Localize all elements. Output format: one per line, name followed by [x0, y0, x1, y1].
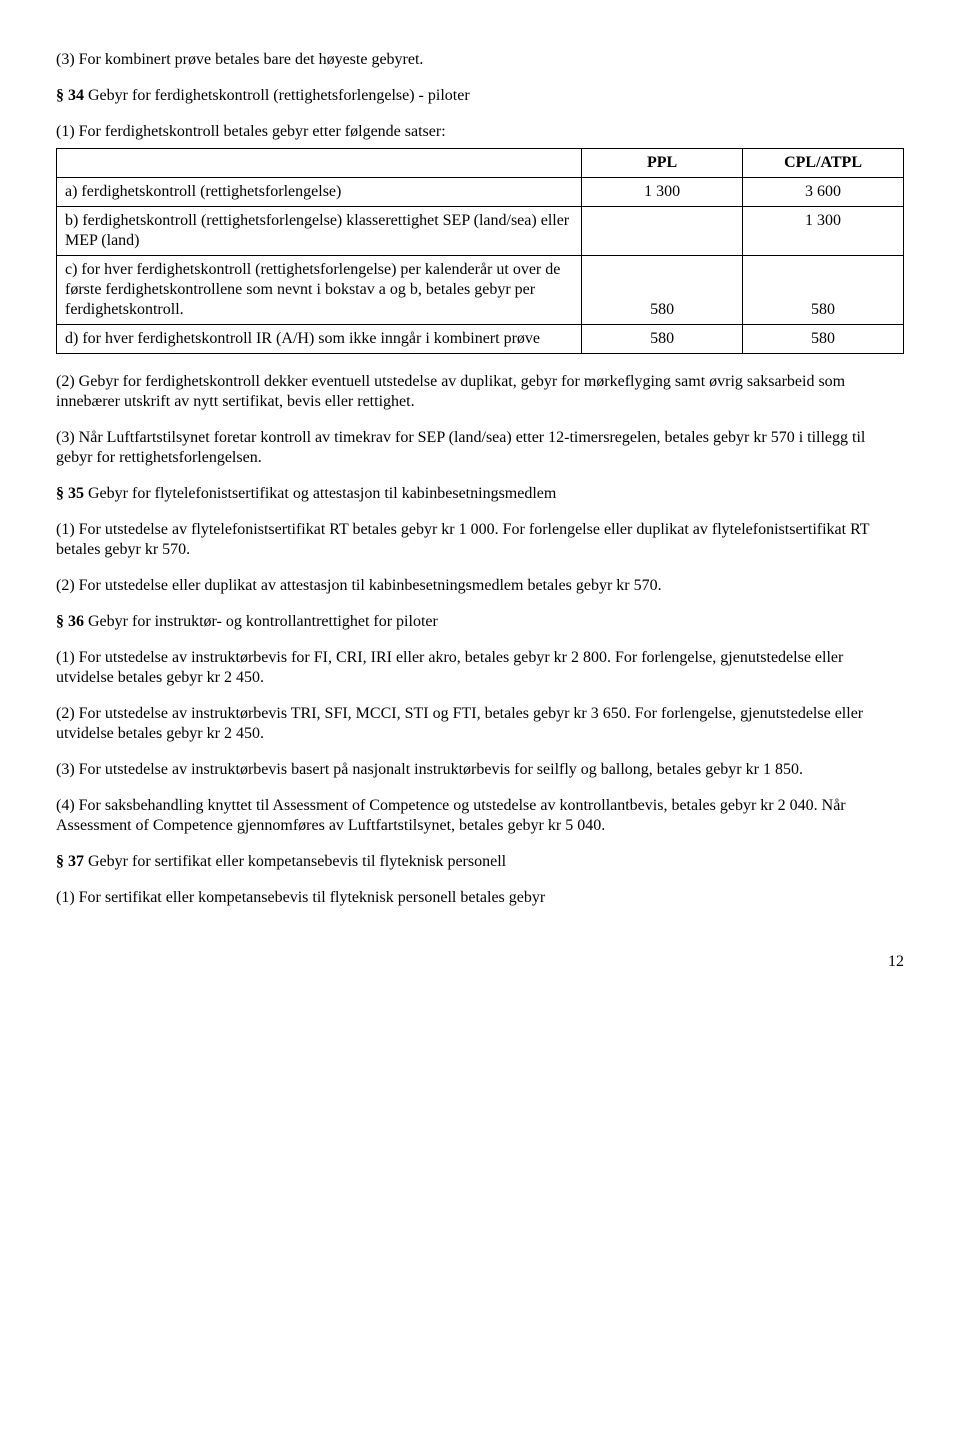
table-row: c) for hver ferdighetskontroll (rettighe…: [57, 256, 904, 325]
s35-p1: (1) For utstedelse av flytelefonistserti…: [56, 520, 904, 560]
s37-heading: § 37 Gebyr for sertifikat eller kompetan…: [56, 852, 904, 872]
s36-p4: (4) For saksbehandling knyttet til Asses…: [56, 796, 904, 836]
table-header-ppl: PPL: [582, 149, 743, 178]
table-cell-label: d) for hver ferdighetskontroll IR (A/H) …: [57, 325, 582, 354]
s36-p2: (2) For utstedelse av instruktørbevis TR…: [56, 704, 904, 744]
s35-heading-rest: Gebyr for flytelefonistsertifikat og att…: [84, 485, 556, 502]
s34-p3: (3) Når Luftfartstilsynet foretar kontro…: [56, 428, 904, 468]
table-header-cpl: CPL/ATPL: [743, 149, 904, 178]
table-cell-cpl: 3 600: [743, 178, 904, 207]
table-row: a) ferdighetskontroll (rettighetsforleng…: [57, 178, 904, 207]
table-cell-ppl: 1 300: [582, 178, 743, 207]
s34-heading-rest: Gebyr for ferdighetskontroll (rettighets…: [84, 87, 470, 104]
s35-heading-prefix: § 35: [56, 485, 84, 502]
s37-heading-prefix: § 37: [56, 853, 84, 870]
table-cell-ppl: 580: [582, 256, 743, 325]
s35-p2: (2) For utstedelse eller duplikat av att…: [56, 576, 904, 596]
table-cell-cpl: 580: [743, 256, 904, 325]
s36-heading: § 36 Gebyr for instruktør- og kontrollan…: [56, 612, 904, 632]
table-row: d) for hver ferdighetskontroll IR (A/H) …: [57, 325, 904, 354]
table-header-empty: [57, 149, 582, 178]
s37-p1: (1) For sertifikat eller kompetansebevis…: [56, 888, 904, 908]
s34-lead: (1) For ferdighetskontroll betales gebyr…: [56, 122, 904, 142]
s36-heading-prefix: § 36: [56, 613, 84, 630]
table-cell-cpl: 580: [743, 325, 904, 354]
table-cell-label: b) ferdighetskontroll (rettighetsforleng…: [57, 207, 582, 256]
page-number: 12: [56, 952, 904, 972]
table-cell-label: c) for hver ferdighetskontroll (rettighe…: [57, 256, 582, 325]
s36-heading-rest: Gebyr for instruktør- og kontrollantrett…: [84, 613, 438, 630]
table-cell-label: a) ferdighetskontroll (rettighetsforleng…: [57, 178, 582, 207]
s34-heading: § 34 Gebyr for ferdighetskontroll (retti…: [56, 86, 904, 106]
table-header-row: PPL CPL/ATPL: [57, 149, 904, 178]
s34-heading-prefix: § 34: [56, 87, 84, 104]
table-cell-ppl: [582, 207, 743, 256]
table-cell-cpl: 1 300: [743, 207, 904, 256]
s35-heading: § 35 Gebyr for flytelefonistsertifikat o…: [56, 484, 904, 504]
s36-p1: (1) For utstedelse av instruktørbevis fo…: [56, 648, 904, 688]
table-row: b) ferdighetskontroll (rettighetsforleng…: [57, 207, 904, 256]
paragraph-intro-3: (3) For kombinert prøve betales bare det…: [56, 50, 904, 70]
s37-heading-rest: Gebyr for sertifikat eller kompetansebev…: [84, 853, 506, 870]
s34-p2: (2) Gebyr for ferdighetskontroll dekker …: [56, 372, 904, 412]
s34-table: PPL CPL/ATPL a) ferdighetskontroll (rett…: [56, 148, 904, 354]
table-cell-ppl: 580: [582, 325, 743, 354]
s36-p3: (3) For utstedelse av instruktørbevis ba…: [56, 760, 904, 780]
